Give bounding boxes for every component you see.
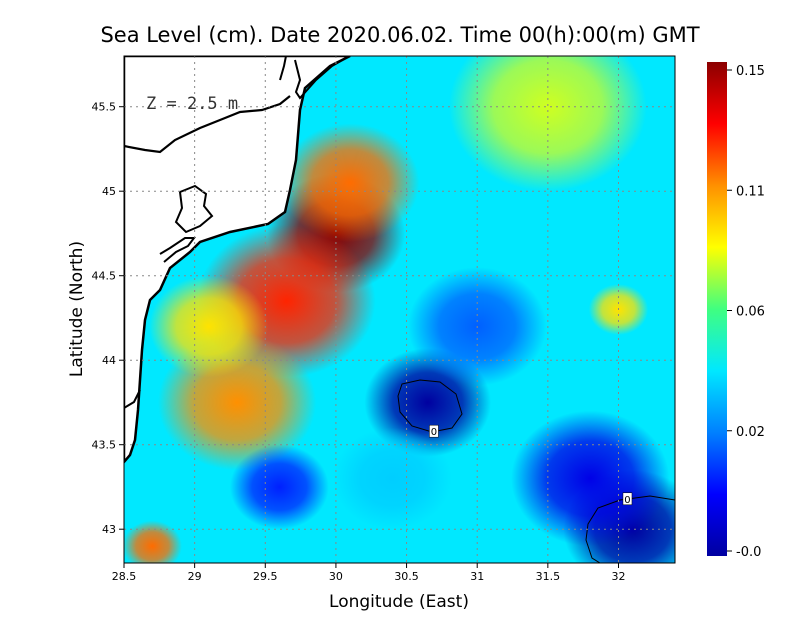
contour-label-box <box>429 424 439 438</box>
x-tick-label: 30.5 <box>394 570 419 583</box>
colorbar-tick-label: 0.11 <box>736 184 765 199</box>
field-feature <box>333 427 452 530</box>
coastline-lake <box>174 184 214 234</box>
y-tick-label: 43.5 <box>92 439 117 452</box>
x-tick-label: 30 <box>329 570 343 583</box>
contour-label-box <box>622 492 633 506</box>
depth-annotation: Z = 2.5 m <box>146 94 238 114</box>
contour-label: 0 <box>431 427 437 438</box>
field-feature <box>511 410 670 547</box>
land-mask <box>124 56 351 464</box>
y-tick-label: 45.5 <box>92 101 117 114</box>
x-tick-label: 31.5 <box>536 570 561 583</box>
x-axis-ticks: 28.5 29 29.5 30 30.5 31 31.5 32 <box>112 563 625 583</box>
coastline-danube <box>159 237 196 263</box>
x-tick-label: 31 <box>470 570 484 583</box>
y-tick-label: 45 <box>102 185 116 198</box>
colorbar <box>707 62 727 556</box>
zero-contour-west <box>397 379 463 433</box>
colorbar-tick-label: 0.02 <box>736 425 765 440</box>
y-axis-ticks: 43 43.5 44 44.5 45 45.5 <box>92 101 124 536</box>
heatmap-field <box>124 56 675 563</box>
y-tick-label: 44 <box>102 354 116 367</box>
plot-frame <box>123 55 676 564</box>
plot-area: 00 <box>124 56 675 563</box>
field-feature <box>149 275 269 378</box>
grid-lines <box>124 56 675 563</box>
colorbar-ticks: 0.15 0.11 0.06 0.02 -0.0 <box>727 64 765 560</box>
contour-label: 0 <box>624 495 630 506</box>
coastline-north <box>279 56 347 100</box>
y-axis-label: Latitude (North) <box>67 241 87 377</box>
y-tick-label: 43 <box>102 523 116 536</box>
colorbar-tick-label: -0.0 <box>736 545 761 560</box>
y-tick-label: 44.5 <box>92 270 117 283</box>
field-feature <box>229 444 329 530</box>
zero-contour-east <box>585 495 675 563</box>
x-tick-label: 29 <box>188 570 202 583</box>
x-tick-label: 29.5 <box>253 570 278 583</box>
x-tick-label: 32 <box>611 570 625 583</box>
x-axis-label: Longitude (East) <box>329 592 469 612</box>
field-feature <box>124 520 182 563</box>
contour-labels: 00 <box>429 424 633 506</box>
colorbar-tick-label: 0.15 <box>736 64 765 79</box>
x-tick-label: 28.5 <box>112 570 137 583</box>
colorbar-tick-label: 0.06 <box>736 305 765 320</box>
chart-title: Sea Level (cm). Date 2020.06.02. Time 00… <box>100 23 699 47</box>
coastline-south <box>124 389 141 409</box>
field-feature <box>280 123 420 243</box>
coastline-inlet <box>124 95 291 154</box>
